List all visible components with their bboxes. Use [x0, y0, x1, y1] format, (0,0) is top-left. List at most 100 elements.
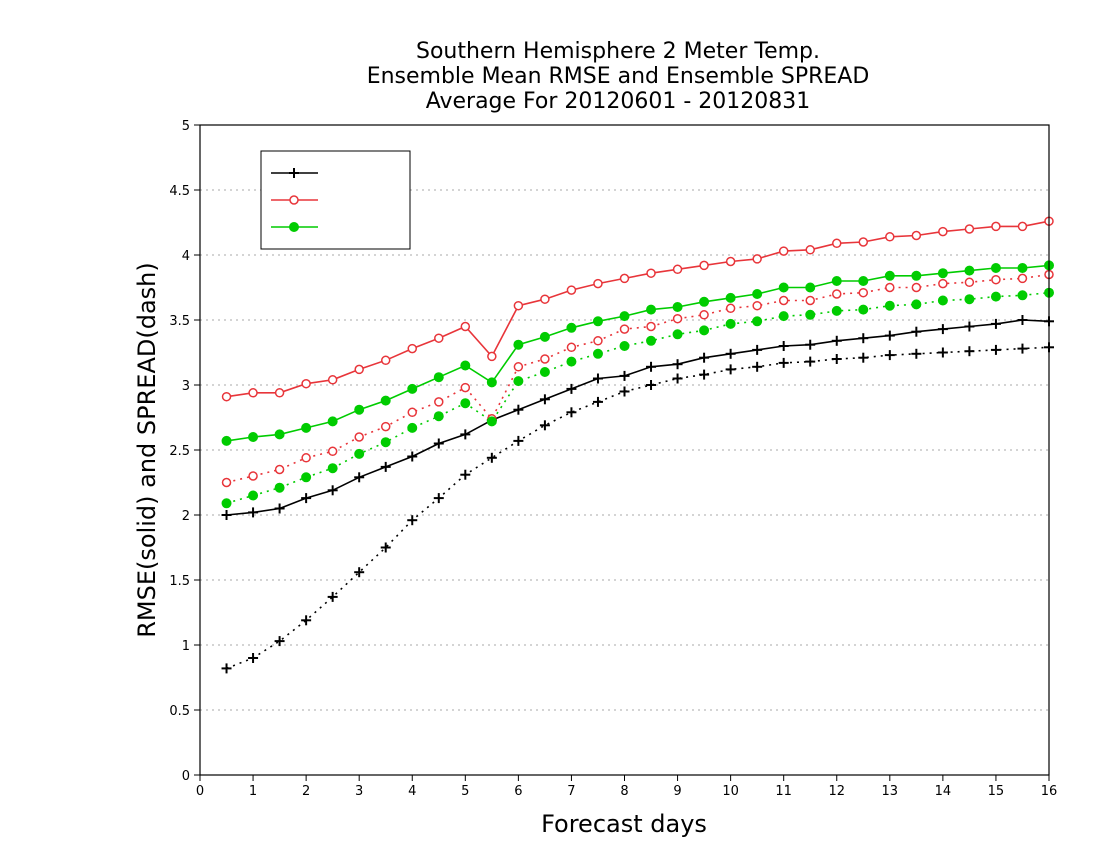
- series-1-spread-point: [592, 396, 603, 407]
- series-1-spread-point: [513, 435, 524, 446]
- series-1-rmse-point: [460, 429, 471, 440]
- x-tick-label: 13: [882, 784, 899, 799]
- series-1-rmse-point: [354, 472, 365, 483]
- series-3-spread-point: [407, 422, 418, 433]
- y-tick-label: 1: [182, 639, 190, 654]
- series-3-spread-point: [327, 463, 338, 474]
- series-2-spread-point: [938, 278, 948, 289]
- series-1-rmse-point: [1017, 315, 1028, 325]
- series-1-rmse-point: [831, 335, 842, 346]
- series-3-spread-point: [990, 291, 1001, 302]
- series-3-spread-point: [672, 329, 683, 340]
- x-tick-label: 14: [935, 784, 952, 799]
- legend-marker-3: [289, 222, 299, 232]
- series-1-rmse-point: [937, 324, 948, 335]
- series-1-spread-point: [858, 352, 869, 363]
- series-2-spread-point: [513, 362, 524, 372]
- series-layer: [221, 216, 1054, 674]
- legend-marker-1: [289, 168, 299, 178]
- series-2-rmse-point: [938, 226, 948, 237]
- series-1-rmse-point: [433, 438, 444, 449]
- series-1-rmse-point: [513, 404, 524, 415]
- series-3-spread-point: [805, 309, 816, 320]
- series-2-rmse-point: [248, 388, 258, 398]
- series-2-spread-point: [248, 471, 258, 481]
- series-2-rmse-point: [460, 321, 471, 332]
- series-3-rmse-point: [274, 429, 285, 440]
- series-2-rmse-point: [699, 260, 709, 271]
- series-2-rmse-point: [619, 273, 630, 284]
- series-1-rmse-point: [327, 485, 338, 496]
- series-2-spread-point: [1017, 273, 1028, 284]
- series-2-spread-point: [805, 295, 815, 306]
- x-tick-label: 12: [828, 784, 845, 799]
- series-3-rmse-point: [858, 276, 869, 286]
- series-2-spread-point: [460, 382, 471, 393]
- series-3-spread-point: [354, 448, 365, 459]
- y-tick-label: 3: [182, 379, 190, 394]
- series-2-rmse-point: [752, 254, 762, 264]
- series-1-rmse-point: [725, 348, 736, 359]
- series-2-spread-point: [832, 289, 842, 299]
- series-3-spread-point: [513, 376, 524, 387]
- series-3-spread-point: [566, 356, 577, 367]
- series-1-rmse-point: [990, 318, 1001, 329]
- series-1-spread-point: [619, 386, 630, 397]
- legend-marker-2: [289, 195, 299, 205]
- series-3-rmse-point: [805, 282, 816, 293]
- series-2-spread-point: [566, 342, 577, 353]
- series-2-rmse-point: [672, 264, 683, 275]
- series-1-spread-point: [248, 653, 259, 663]
- series-1-spread-point: [407, 515, 418, 526]
- series-3-rmse-point: [911, 270, 922, 281]
- series-3-rmse-point: [566, 322, 577, 333]
- series-2-spread-point: [619, 324, 630, 334]
- series-1-spread-point: [327, 591, 338, 602]
- series-3-rmse-point: [831, 276, 842, 286]
- series-2-spread-point: [434, 397, 444, 407]
- series-3-rmse-point: [539, 331, 550, 342]
- series-1-spread-point: [301, 615, 312, 626]
- series-1-spread-point: [566, 407, 577, 418]
- series-1-rmse-point: [566, 383, 577, 394]
- series-3-rmse-point: [937, 268, 948, 279]
- series-3-spread-point: [752, 316, 763, 327]
- series-3-spread-point: [858, 304, 869, 315]
- series-2-spread-point: [221, 477, 232, 488]
- series-1-spread-point: [964, 346, 975, 357]
- legend: [260, 150, 411, 250]
- series-1-rmse-point: [274, 503, 285, 514]
- series-2-rmse-point: [858, 237, 869, 247]
- series-2-spread-point: [885, 282, 895, 293]
- series-1-spread-point: [539, 420, 550, 431]
- series-1-rmse-point: [592, 373, 603, 384]
- series-1-spread-point: [274, 636, 285, 647]
- series-2-rmse-point: [885, 232, 895, 242]
- x-tick-label: 4: [408, 784, 416, 799]
- series-3-rmse-point: [433, 372, 444, 383]
- x-tick-label: 5: [461, 784, 469, 799]
- series-2-rmse-point: [380, 355, 391, 366]
- series-2-rmse-point: [566, 285, 577, 295]
- series-1-spread-point: [884, 350, 895, 361]
- series-3-spread-point: [964, 294, 975, 305]
- series-1-rmse-point: [539, 394, 550, 405]
- x-tick-label: 8: [620, 784, 628, 799]
- series-3-spread-point: [301, 472, 312, 483]
- series-2-rmse-point: [725, 256, 736, 267]
- series-2-rmse-point: [964, 224, 975, 234]
- series-1-spread-point: [646, 380, 657, 390]
- series-3-spread-point: [460, 398, 471, 409]
- series-3-rmse-point: [460, 360, 471, 371]
- series-3-spread-point: [486, 416, 497, 427]
- series-2-spread-line: [226, 273, 1050, 484]
- series-3-spread-point: [433, 411, 444, 422]
- series-1-spread-point: [805, 356, 816, 367]
- series-2-spread-point: [699, 310, 709, 320]
- x-tick-label: 3: [355, 784, 363, 799]
- legend-items: [271, 168, 318, 232]
- series-1-spread-point: [354, 567, 365, 578]
- series-3-rmse-point: [221, 435, 232, 446]
- chart-title-line-1: Southern Hemisphere 2 Meter Temp.: [416, 39, 820, 64]
- series-1-spread-point: [486, 452, 497, 463]
